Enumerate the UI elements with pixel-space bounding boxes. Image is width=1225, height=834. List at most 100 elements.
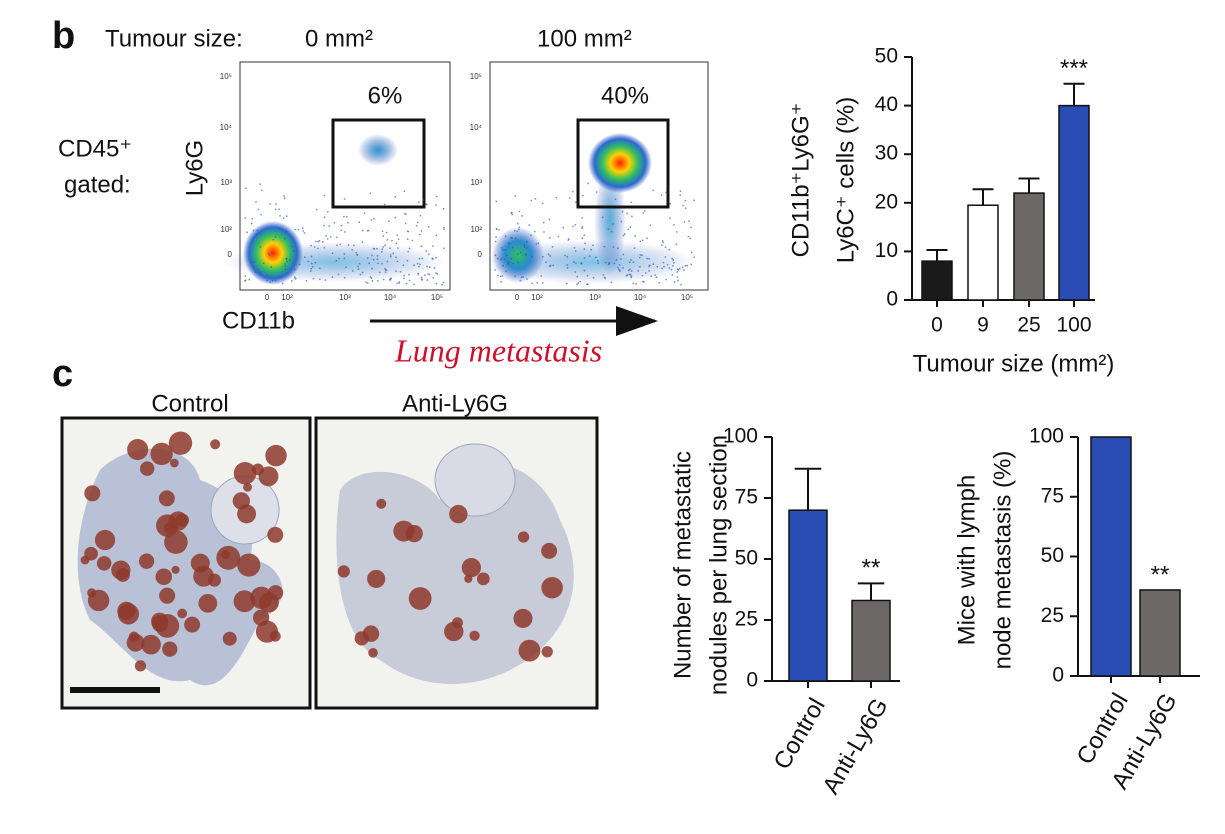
event-dot (693, 256, 696, 259)
event-dot (494, 268, 496, 271)
nodule (376, 498, 387, 509)
event-dot (643, 210, 646, 213)
event-dot (499, 275, 502, 278)
event-dot (386, 260, 389, 263)
event-dot (580, 261, 583, 264)
event-dot (615, 258, 618, 261)
event-dot (638, 256, 641, 259)
event-dot (575, 262, 577, 265)
event-dot (603, 276, 606, 279)
event-dot (522, 276, 525, 278)
event-dot (343, 252, 346, 255)
event-dot (676, 276, 679, 278)
event-dot (368, 262, 370, 265)
event-dot (530, 199, 533, 202)
event-dot (259, 232, 262, 235)
event-dot (617, 268, 620, 271)
event-dot (253, 261, 255, 264)
event-dot (442, 226, 445, 229)
event-dot (432, 245, 434, 248)
event-dot (530, 234, 532, 237)
event-dot (342, 215, 345, 218)
event-dot (668, 267, 671, 269)
nodule (518, 639, 541, 662)
event-dot (581, 237, 584, 240)
tissue (434, 443, 516, 517)
event-dot (395, 242, 398, 245)
event-dot (441, 283, 443, 286)
nodule (250, 586, 273, 609)
event-dot (312, 277, 315, 280)
event-dot (314, 261, 317, 264)
event-dot (686, 264, 688, 267)
event-dot (309, 270, 312, 272)
event-dot (660, 244, 663, 247)
event-dot (254, 271, 257, 274)
event-dot (274, 280, 277, 282)
flow-tick-label: 0 (228, 250, 233, 259)
event-dot (545, 261, 547, 264)
event-dot (340, 224, 343, 227)
event-dot (365, 281, 367, 284)
gating-label: CD45⁺ (58, 135, 132, 162)
event-dot (428, 266, 431, 269)
event-dot (345, 266, 347, 269)
nodule (162, 641, 178, 657)
flow-tick-label: 10⁴ (384, 293, 397, 302)
event-dot (314, 240, 317, 243)
significance: ** (862, 555, 881, 582)
event-dot (541, 282, 544, 284)
y-axis-label: Number of metastatic (669, 451, 696, 679)
event-dot (331, 252, 334, 255)
event-dot (649, 224, 652, 227)
event-dot (378, 271, 381, 274)
event-dot (376, 258, 379, 261)
event-dot (338, 257, 340, 260)
event-dot (620, 258, 622, 260)
nodule (117, 603, 140, 625)
event-dot (672, 261, 675, 264)
event-dot (307, 260, 310, 263)
event-dot (329, 236, 332, 238)
event-dot (377, 262, 379, 265)
event-dot (353, 244, 355, 247)
event-dot (693, 199, 695, 202)
event-dot (356, 253, 359, 256)
x-tick-label: 25 (1017, 314, 1040, 337)
event-dot (523, 244, 526, 247)
event-dot (303, 256, 306, 259)
event-dot (630, 270, 633, 272)
event-dot (573, 246, 576, 249)
cell-cluster (358, 134, 398, 166)
event-dot (586, 283, 588, 286)
event-dot (670, 268, 673, 271)
nodule (163, 522, 176, 534)
event-dot (494, 254, 497, 257)
event-dot (269, 203, 271, 205)
event-dot (542, 231, 545, 233)
bar (1090, 436, 1132, 677)
event-dot (516, 253, 519, 256)
event-dot (293, 268, 296, 271)
event-dot (540, 275, 543, 277)
event-dot (638, 265, 641, 268)
event-dot (583, 257, 586, 259)
event-dot (303, 232, 306, 234)
nodule (367, 569, 386, 588)
event-dot (417, 272, 420, 275)
event-dot (371, 279, 374, 282)
event-dot (566, 266, 569, 269)
event-dot (523, 245, 526, 248)
event-dot (395, 256, 397, 259)
event-dot (367, 229, 370, 232)
nodule (115, 567, 130, 582)
event-dot (310, 262, 313, 265)
event-dot (577, 282, 580, 284)
event-dot (525, 253, 527, 255)
nodule (140, 461, 155, 476)
event-dot (408, 279, 411, 282)
event-dot (316, 247, 319, 250)
event-dot (343, 198, 346, 200)
event-dot (246, 231, 248, 234)
event-dot (285, 257, 288, 260)
